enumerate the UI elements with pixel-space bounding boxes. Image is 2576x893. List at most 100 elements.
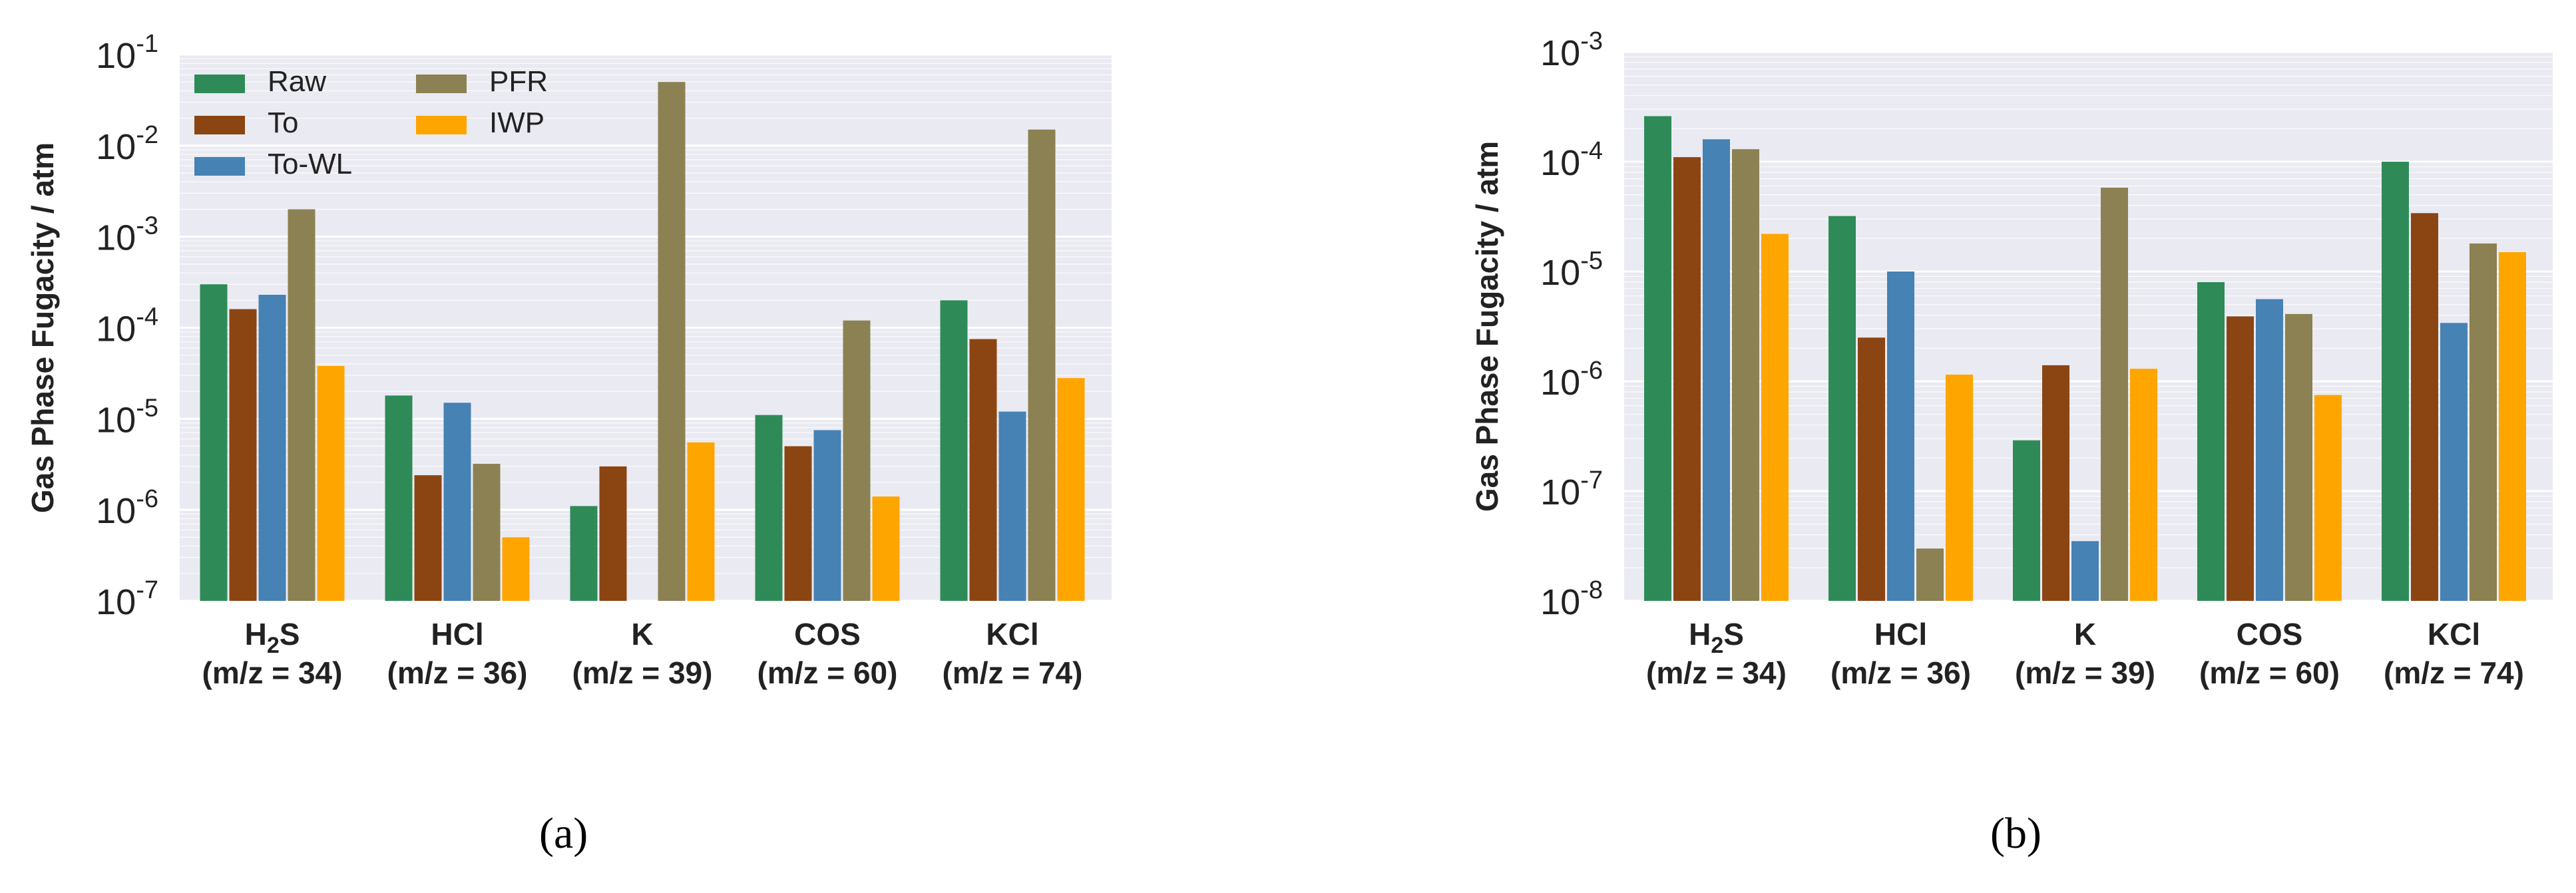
- y-axis-label: Gas Phase Fugacity / atm: [25, 142, 60, 513]
- legend-label-raw: Raw: [268, 65, 326, 98]
- y-tick-label: 10-3: [1540, 27, 1603, 73]
- legend-label-pfr: PFR: [489, 65, 548, 98]
- bar-pfr-0: [288, 209, 316, 602]
- x-tick-label: KCl: [2428, 617, 2480, 651]
- bar-to-1: [414, 475, 442, 601]
- bar-iwp-1: [1946, 374, 1973, 601]
- bar-pfr-4: [2469, 243, 2497, 602]
- bar-iwp-0: [317, 365, 345, 601]
- y-tick-label: 10-6: [1540, 357, 1603, 403]
- bar-iwp-2: [687, 442, 715, 601]
- x-tick-label: K: [631, 617, 653, 651]
- x-tick-label-mz: (m/z = 39): [2015, 655, 2155, 690]
- x-tick-label-mz: (m/z = 60): [2199, 655, 2340, 690]
- bar-to-wl-0: [258, 295, 286, 601]
- caption-b: (b): [1990, 809, 2041, 858]
- bar-to-wl-4: [2440, 323, 2468, 601]
- x-tick-label-mz: (m/z = 60): [757, 655, 898, 690]
- bar-pfr-4: [1028, 129, 1056, 602]
- bar-to-4: [969, 339, 997, 601]
- bar-to-4: [2411, 213, 2438, 601]
- bar-to-3: [2227, 316, 2254, 601]
- y-tick-label: 10-4: [1540, 137, 1603, 183]
- bar-to-wl-1: [1887, 271, 1914, 601]
- legend-label-to-wl: To-WL: [268, 148, 352, 180]
- bar-to-wl-2: [2071, 541, 2099, 601]
- legend-swatch-to-wl: [194, 157, 245, 176]
- bar-raw-0: [1644, 116, 1671, 601]
- bar-iwp-1: [502, 537, 530, 601]
- y-tick-label: 10-7: [96, 576, 158, 622]
- x-tick-label: H2S: [245, 617, 300, 658]
- bar-to-wl-1: [443, 403, 471, 601]
- x-tick-label-mz: (m/z = 36): [1830, 655, 1971, 690]
- bar-raw-3: [2197, 281, 2225, 601]
- bar-raw-4: [940, 300, 968, 601]
- bar-to-wl-0: [1703, 139, 1730, 602]
- legend: Raw To To-WL PFR IWP: [194, 65, 548, 180]
- bar-raw-0: [200, 284, 228, 601]
- x-tick-label: K: [2074, 617, 2096, 651]
- x-tick-label: COS: [794, 617, 861, 651]
- legend-label-iwp: IWP: [489, 106, 544, 139]
- x-tick-label-mz: (m/z = 34): [202, 655, 343, 690]
- bar-to-0: [229, 309, 257, 601]
- bar-pfr-3: [2285, 313, 2312, 601]
- y-tick-label: 10-5: [96, 394, 158, 440]
- bar-pfr-2: [658, 82, 686, 602]
- y-tick-label: 10-3: [96, 212, 158, 258]
- y-tick-label: 10-1: [96, 30, 158, 76]
- bar-pfr-2: [2101, 188, 2128, 601]
- bar-pfr-1: [1916, 548, 1944, 601]
- bar-iwp-4: [1057, 378, 1085, 601]
- bar-to-1: [1858, 337, 1885, 601]
- bar-raw-2: [2013, 440, 2040, 601]
- bar-raw-1: [385, 395, 413, 601]
- legend-label-to: To: [268, 106, 298, 139]
- bar-raw-4: [2382, 162, 2409, 601]
- bar-to-3: [784, 446, 812, 601]
- legend-swatch-pfr: [416, 75, 467, 93]
- x-tick-label: COS: [2237, 617, 2303, 651]
- bar-to-2: [2042, 365, 2069, 601]
- y-tick-label: 10-6: [96, 485, 158, 531]
- x-tick-label: KCl: [986, 617, 1038, 651]
- bar-to-2: [599, 466, 627, 601]
- x-tick-label-mz: (m/z = 74): [943, 655, 1083, 690]
- bar-iwp-2: [2130, 369, 2157, 601]
- bar-raw-1: [1828, 216, 1856, 601]
- legend-swatch-raw: [194, 75, 245, 93]
- y-tick-label: 10-5: [1540, 247, 1603, 293]
- y-axis-label: Gas Phase Fugacity / atm: [1470, 141, 1504, 512]
- caption-a: (a): [539, 809, 588, 858]
- bar-pfr-0: [1732, 149, 1759, 601]
- bar-iwp-3: [2314, 395, 2342, 601]
- bar-iwp-4: [2499, 252, 2526, 601]
- x-tick-label: HCl: [1874, 617, 1927, 651]
- y-tick-label: 10-8: [1540, 576, 1603, 622]
- x-tick-label: HCl: [431, 617, 483, 651]
- bar-pfr-3: [843, 320, 871, 601]
- y-tick-label: 10-7: [1540, 466, 1603, 512]
- bar-raw-2: [570, 506, 598, 601]
- legend-swatch-to: [194, 116, 245, 134]
- bar-pfr-1: [473, 464, 501, 601]
- x-tick-label-mz: (m/z = 36): [387, 655, 528, 690]
- bar-raw-3: [755, 415, 783, 601]
- x-tick-label-mz: (m/z = 74): [2384, 655, 2524, 690]
- y-tick-label: 10-2: [96, 121, 158, 167]
- bar-iwp-3: [872, 496, 900, 601]
- x-tick-label-mz: (m/z = 39): [572, 655, 713, 690]
- bar-to-wl-3: [813, 430, 841, 601]
- x-tick-label-mz: (m/z = 34): [1646, 655, 1787, 690]
- bar-to-wl-4: [998, 411, 1026, 601]
- y-tick-label: 10-4: [96, 303, 158, 349]
- bar-to-0: [1673, 157, 1701, 601]
- bar-to-wl-3: [2256, 299, 2283, 601]
- bar-iwp-0: [1761, 234, 1789, 601]
- x-tick-label: H2S: [1689, 617, 1744, 658]
- legend-swatch-iwp: [416, 116, 467, 134]
